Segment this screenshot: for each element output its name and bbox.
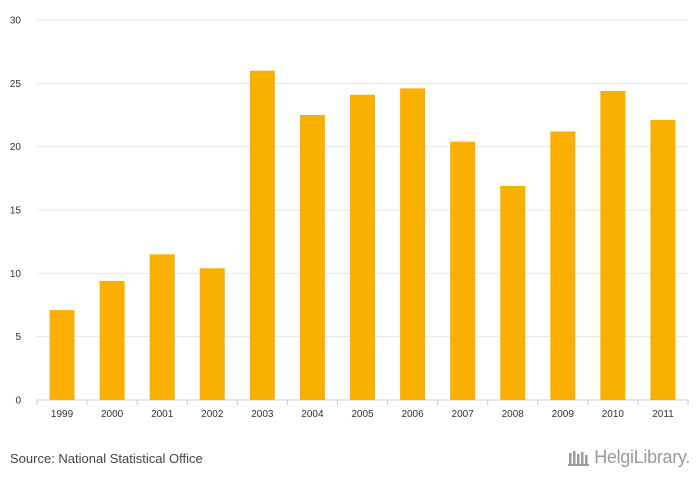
bar-2000[interactable] [99,280,125,400]
bar-chart: 0 5 10 15 20 25 30 1999 2000 2001 2002 2003 2004 200… [10,16,689,420]
bar-2004[interactable] [299,115,325,400]
x-tick-label: 2003 [251,409,274,420]
x-tick-label: 2002 [201,409,224,420]
x-axis-ticks: 1999 2000 2001 2002 2003 2004 2005 2006 2007 2008… [36,400,689,420]
x-tick-label: 2011 [652,409,674,420]
bars [49,70,676,401]
x-tick-label: 2001 [151,409,174,420]
x-tick-label: 2009 [552,409,575,420]
bar-2002[interactable] [199,268,225,400]
x-tick-label: 2000 [101,409,124,420]
x-tick-label: 1999 [51,409,74,420]
x-tick-label: 2010 [602,409,625,420]
bar-2001[interactable] [149,254,175,400]
logo-text: HelgiLibrary. [594,447,690,467]
source-label: Source: National Statistical Office [10,451,203,466]
y-tick-label: 0 [15,396,21,407]
bar-2009[interactable] [550,131,576,400]
bar-1999[interactable] [49,310,75,400]
x-tick-label: 2008 [502,409,525,420]
bar-2008[interactable] [500,185,526,400]
y-tick-label: 20 [10,142,22,153]
bar-2006[interactable] [400,88,426,401]
x-tick-label: 2006 [401,409,424,420]
y-tick-label: 10 [10,269,22,280]
bar-2003[interactable] [249,70,275,401]
bar-2005[interactable] [350,94,375,400]
x-tick-label: 2005 [351,409,374,420]
y-tick-label: 30 [10,16,22,27]
x-tick-label: 2004 [301,409,324,420]
y-axis-ticks: 0 5 10 15 20 25 30 [10,16,22,407]
y-tick-label: 25 [10,79,22,90]
y-tick-label: 15 [10,206,22,217]
x-tick-label: 2007 [452,409,475,420]
y-tick-label: 5 [15,332,21,343]
bar-2007[interactable] [450,141,476,400]
bar-2011[interactable] [650,120,676,401]
bar-2010[interactable] [600,90,626,400]
helgilibrary-logo[interactable]: HelgiLibrary. [568,447,690,468]
library-columns-icon [568,450,590,466]
